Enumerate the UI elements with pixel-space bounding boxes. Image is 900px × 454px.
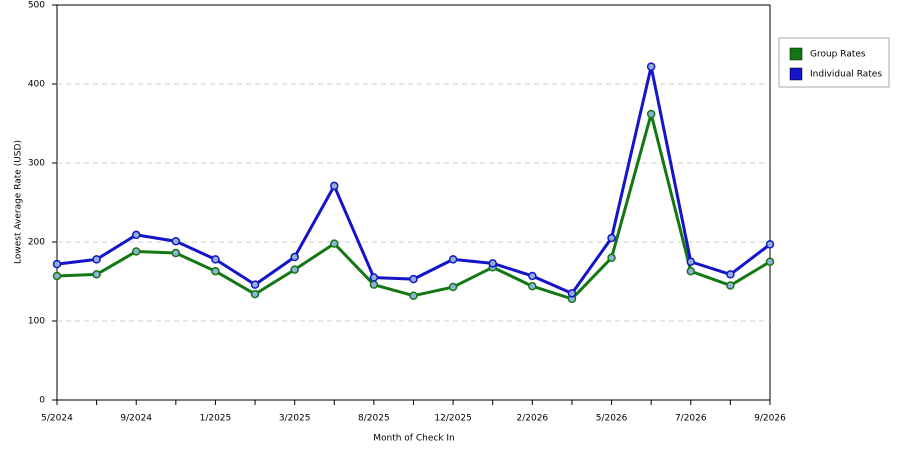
point bbox=[646, 109, 656, 119]
x-tick-label: 2/2026 bbox=[516, 414, 548, 424]
point bbox=[131, 247, 141, 256]
point bbox=[250, 280, 260, 289]
y-tick-label: 400 bbox=[28, 80, 45, 90]
x-tick-label: 12/2025 bbox=[434, 414, 471, 424]
point bbox=[646, 62, 656, 71]
point bbox=[567, 289, 577, 298]
legend-label: Group Rates bbox=[810, 50, 866, 60]
point bbox=[290, 265, 299, 274]
point bbox=[131, 230, 141, 240]
point bbox=[52, 259, 62, 269]
point bbox=[290, 252, 299, 262]
x-tick-label: 9/2024 bbox=[120, 414, 152, 424]
point bbox=[330, 239, 339, 248]
y-tick-label: 300 bbox=[28, 159, 45, 169]
point bbox=[765, 240, 775, 249]
point bbox=[409, 291, 418, 300]
point bbox=[686, 266, 696, 276]
point bbox=[92, 270, 101, 279]
point bbox=[171, 248, 181, 258]
y-tick-label: 0 bbox=[39, 396, 45, 406]
point bbox=[607, 253, 616, 263]
point bbox=[409, 274, 418, 284]
point bbox=[765, 257, 775, 266]
legend-swatch bbox=[789, 67, 803, 81]
point bbox=[369, 273, 379, 282]
point bbox=[369, 280, 379, 289]
point bbox=[250, 289, 260, 299]
x-tick-label: 8/2025 bbox=[358, 414, 390, 424]
y-axis-label: Lowest Average Rate (USD) bbox=[14, 140, 24, 264]
point bbox=[448, 255, 458, 264]
y-tick-label: 500 bbox=[28, 1, 45, 11]
point bbox=[607, 233, 616, 243]
point bbox=[528, 281, 537, 291]
x-tick-label: 1/2025 bbox=[200, 414, 232, 424]
point bbox=[726, 281, 735, 290]
legend-swatch bbox=[789, 47, 803, 61]
point bbox=[211, 255, 220, 264]
x-tick-label: 5/2024 bbox=[41, 414, 73, 424]
point bbox=[52, 271, 62, 281]
x-axis-label: Month of Check In bbox=[373, 434, 455, 444]
point bbox=[211, 266, 220, 276]
x-tick-label: 7/2026 bbox=[675, 414, 707, 424]
y-tick-label: 200 bbox=[28, 238, 45, 248]
point bbox=[686, 257, 696, 266]
point bbox=[448, 282, 458, 292]
x-tick-label: 5/2026 bbox=[596, 414, 628, 424]
plot-frame bbox=[56, 4, 771, 401]
point bbox=[330, 181, 339, 191]
point bbox=[726, 270, 735, 279]
x-tick-label: 9/2026 bbox=[754, 414, 786, 424]
point bbox=[171, 236, 181, 246]
x-tick-label: 3/2025 bbox=[279, 414, 311, 424]
y-tick-label: 100 bbox=[28, 317, 45, 327]
point bbox=[528, 271, 537, 281]
point bbox=[488, 259, 497, 268]
point bbox=[92, 255, 101, 264]
legend-label: Individual Rates bbox=[810, 70, 882, 80]
